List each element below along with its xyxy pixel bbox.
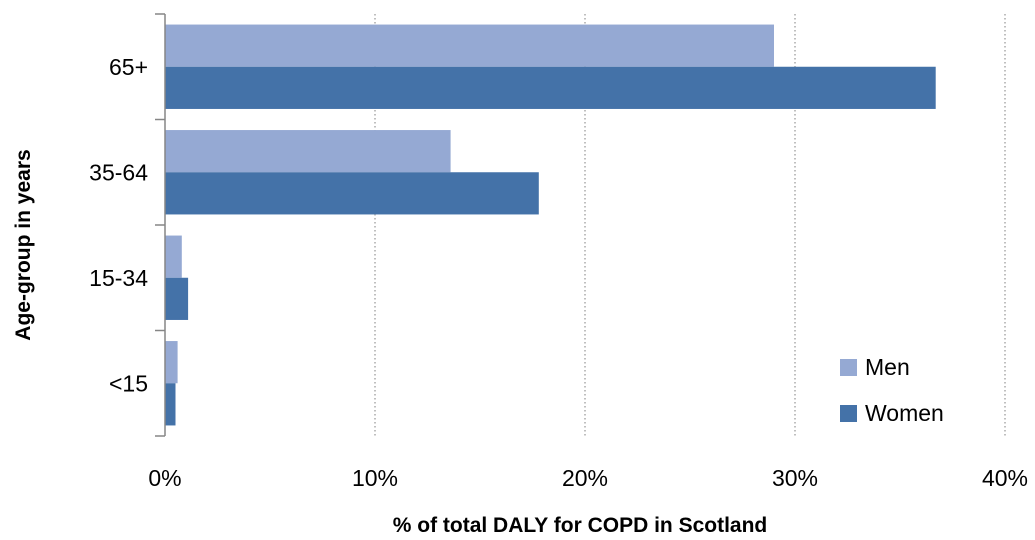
bar-men-0	[165, 24, 774, 67]
bar-women-3	[165, 383, 176, 426]
x-axis-title: % of total DALY for COPD in Scotland	[393, 514, 768, 537]
y-tick-label-1: 35-64	[89, 159, 148, 185]
tick-labels: 65+ 35-64 15-34 <15 0% 10% 20% 30% 40%	[89, 54, 1028, 491]
bar-women-2	[165, 277, 189, 320]
legend-label-men: Men	[865, 354, 910, 380]
y-tick-label-0: 65+	[109, 54, 148, 80]
bar-women-1	[165, 172, 539, 215]
y-axis-title: Age-group in years	[12, 149, 35, 340]
x-tick-label-0: 0%	[148, 465, 181, 491]
x-tick-label-1: 10%	[352, 465, 398, 491]
bar-women-0	[165, 66, 936, 109]
y-axis	[155, 13, 166, 437]
legend-swatch-men	[840, 359, 857, 376]
bar-men-1	[165, 130, 451, 173]
bar-men-3	[165, 341, 178, 384]
x-tick-label-3: 30%	[772, 465, 818, 491]
x-tick-label-2: 20%	[562, 465, 608, 491]
legend: Men Women	[840, 354, 944, 426]
y-tick-label-3: <15	[109, 370, 148, 396]
x-tick-label-4: 40%	[982, 465, 1028, 491]
y-tick-label-2: 15-34	[89, 265, 148, 291]
bars	[165, 24, 936, 426]
legend-swatch-women	[840, 405, 857, 422]
legend-label-women: Women	[865, 400, 944, 426]
bar-men-2	[165, 235, 182, 278]
